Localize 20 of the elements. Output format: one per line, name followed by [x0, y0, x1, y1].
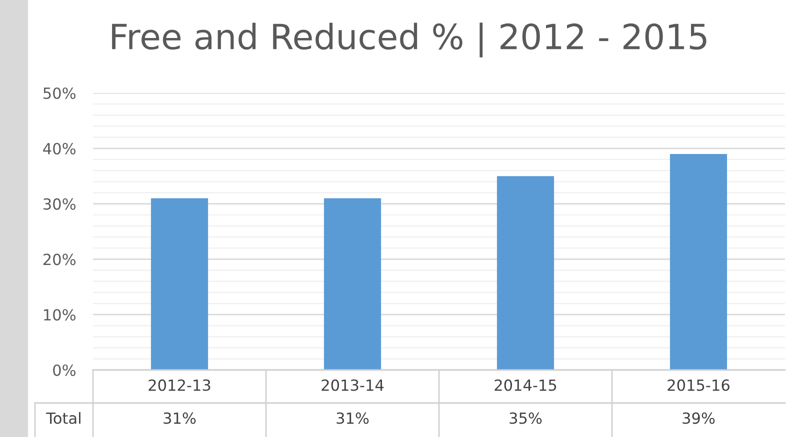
data-label: 31%	[164, 412, 196, 424]
chart-title: Free and Reduced % | 2012 - 2015	[112, 22, 706, 58]
data-label: 39%	[682, 412, 715, 424]
bar	[670, 154, 728, 370]
x-tick-label: 2015-16	[668, 379, 730, 391]
y-tick-label: 0%	[53, 364, 76, 376]
bar	[150, 198, 208, 370]
data-label: 35%	[510, 412, 542, 424]
y-tick-label: 30%	[44, 198, 76, 210]
bar	[324, 198, 382, 370]
y-tick-label: 10%	[44, 309, 76, 321]
y-tick-label: 40%	[43, 142, 76, 154]
data-label: 31%	[336, 412, 369, 424]
x-tick-label: 2012-13	[148, 379, 210, 391]
text: Total	[46, 412, 80, 424]
bar	[496, 176, 554, 370]
x-tick-label: 2014-15	[494, 379, 556, 391]
y-tick-label: 50%	[44, 87, 76, 100]
x-tick-label: 2013-14	[322, 379, 384, 391]
y-tick-label: 20%	[43, 254, 76, 266]
